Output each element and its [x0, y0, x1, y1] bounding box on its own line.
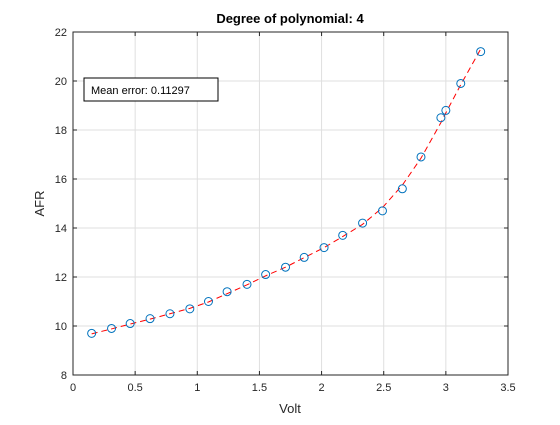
fit-line — [91, 48, 482, 335]
data-point — [261, 270, 271, 280]
data-point — [416, 152, 426, 162]
data-markers — [87, 47, 486, 338]
data-point — [476, 47, 486, 57]
data-point — [456, 78, 466, 88]
fit-line-path — [91, 48, 482, 335]
annotation-text: Mean error: 0.11297 — [91, 85, 190, 97]
data-point — [358, 218, 368, 228]
x-tick-label: 2.5 — [376, 382, 391, 394]
annotation-frame — [83, 77, 219, 102]
data-point — [299, 252, 309, 262]
x-tick-label: 2 — [319, 382, 325, 394]
x-tick-label: 3.5 — [500, 382, 515, 394]
chart-title: Degree of polynomial: 4 — [216, 11, 364, 26]
data-point — [281, 262, 291, 272]
x-tick-label: 0.5 — [127, 382, 142, 394]
x-axis-label: Volt — [279, 401, 301, 416]
data-point — [436, 113, 446, 123]
y-tick-label: 22 — [55, 27, 67, 39]
data-point — [203, 297, 213, 306]
data-point — [338, 230, 348, 240]
y-tick-label: 16 — [55, 174, 67, 186]
y-axis-label: AFR — [32, 191, 47, 217]
data-point — [165, 309, 175, 319]
data-point — [222, 287, 232, 297]
data-point — [87, 328, 97, 338]
data-point — [441, 105, 451, 115]
data-point — [397, 184, 407, 194]
y-tick-label: 12 — [55, 272, 67, 284]
data-point — [242, 279, 252, 289]
x-tick-label: 3 — [443, 382, 449, 394]
y-tick-label: 10 — [55, 321, 67, 333]
data-point — [107, 323, 117, 333]
data-point — [125, 319, 135, 329]
x-tick-label: 0 — [70, 382, 76, 394]
x-tick-label: 1.5 — [252, 382, 267, 394]
data-point — [377, 206, 387, 216]
axes-box — [72, 31, 509, 376]
ticks: 0 0.5 1 1.5 2 2.5 3 3.5 8 10 12 14 16 18 20 22 — [55, 27, 516, 394]
annotation-box: Mean error: 0.11297 — [83, 77, 219, 102]
y-tick-label: 20 — [55, 76, 67, 88]
data-point — [319, 243, 329, 253]
axes-frame — [72, 31, 509, 376]
data-point — [185, 304, 195, 314]
data-point — [145, 314, 155, 324]
y-tick-label: 18 — [55, 125, 67, 137]
y-tick-label: 14 — [55, 223, 67, 235]
x-tick-label: 1 — [194, 382, 200, 394]
y-tick-label: 8 — [61, 370, 67, 382]
